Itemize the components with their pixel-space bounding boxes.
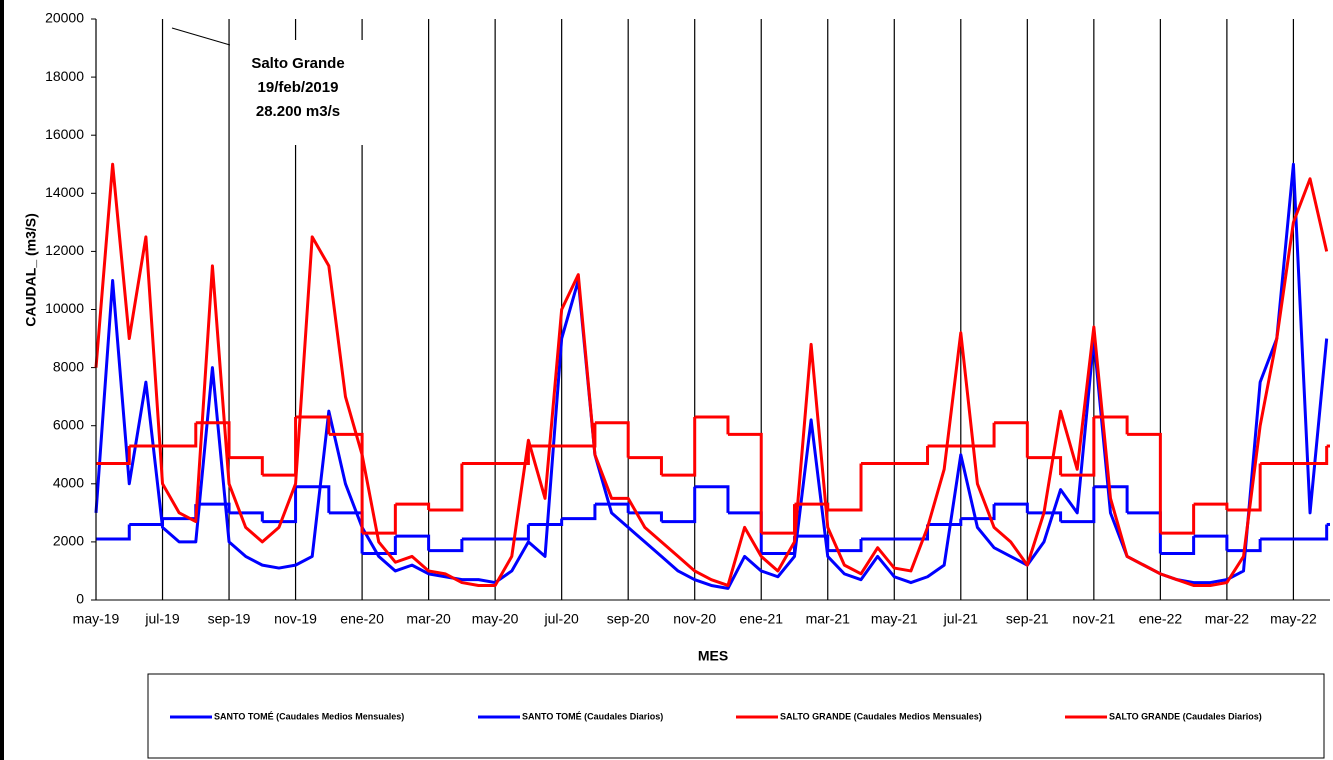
step-segment (295, 415, 331, 435)
x-tick-label: may-22 (1270, 611, 1317, 627)
annotation-pointer (171, 27, 231, 46)
step-segment (594, 421, 630, 458)
y-tick-label: 16000 (45, 126, 84, 142)
y-tick-label: 18000 (45, 68, 84, 84)
y-tick-label: 0 (76, 591, 84, 607)
x-tick-label: nov-19 (274, 611, 317, 627)
x-tick-label: may-19 (73, 611, 120, 627)
x-tick-label: jul-19 (144, 611, 179, 627)
step-segment (1226, 463, 1262, 512)
y-axis-label: CAUDAL_ (m3/S) (23, 213, 39, 327)
annotation-line: Salto Grande (251, 55, 344, 72)
step-segment (661, 416, 697, 477)
step-segment (395, 534, 431, 551)
x-tick-label: ene-20 (340, 611, 384, 627)
legend-label: SALTO GRANDE (Caudales Medios Mensuales) (780, 711, 982, 721)
step-segment (1293, 524, 1329, 541)
legend-label: SANTO TOMÉ (Caudales Diarios) (522, 711, 663, 721)
x-tick-label: jul-21 (943, 611, 978, 627)
step-segment (1160, 504, 1196, 535)
step-segment (495, 524, 530, 541)
x-tick-label: may-20 (472, 611, 519, 627)
annotation-line: 19/feb/2019 (258, 79, 339, 96)
step-segment (1293, 446, 1329, 465)
step-segment (195, 421, 231, 458)
step-segment (628, 511, 663, 522)
series-line (94, 162, 1329, 587)
x-tick-label: sep-21 (1006, 611, 1049, 627)
annotation-box (230, 40, 365, 145)
x-tick-label: ene-22 (1139, 611, 1183, 627)
step-segment (1193, 502, 1229, 510)
y-tick-label: 14000 (45, 184, 84, 200)
step-segment (794, 502, 830, 510)
y-tick-label: 4000 (53, 475, 84, 491)
annotation-line: 28.200 m3/s (256, 103, 340, 120)
y-tick-label: 6000 (53, 416, 84, 432)
step-segment (362, 504, 397, 535)
step-segment (1027, 511, 1063, 522)
legend: SANTO TOMÉ (Caudales Medios Mensuales) SA… (170, 711, 1262, 721)
x-tick-label: jul-20 (544, 611, 579, 627)
step-segment (1193, 534, 1229, 551)
legend-label: SALTO GRANDE (Caudales Diarios) (1109, 711, 1262, 721)
step-segment (328, 432, 364, 534)
legend-label: SANTO TOMÉ (Caudales Medios Mensuales) (214, 711, 404, 721)
x-tick-label: mar-21 (806, 611, 851, 627)
step-segment (96, 446, 131, 465)
step-segment (727, 432, 763, 534)
step-segment (162, 422, 198, 448)
step-segment (628, 456, 663, 476)
step-segment (894, 446, 930, 465)
x-tick-label: may-21 (871, 611, 918, 627)
step-segment (694, 485, 730, 513)
step-segment (994, 502, 1029, 513)
x-tick-label: sep-19 (208, 611, 251, 627)
step-segment (1160, 536, 1196, 556)
y-tick-label: 10000 (45, 300, 84, 316)
step-segment (561, 504, 597, 521)
step-segment (195, 502, 231, 513)
step-segment (96, 524, 131, 541)
step-segment (594, 502, 630, 513)
step-segment (528, 518, 564, 526)
step-segment (1226, 538, 1262, 553)
y-tick-label: 2000 (53, 533, 84, 549)
x-tick-label: nov-21 (1072, 611, 1115, 627)
x-tick-label: nov-20 (673, 611, 716, 627)
step-segment (229, 456, 264, 476)
step-segment (694, 415, 730, 435)
step-segment (495, 446, 530, 465)
step-segment (1093, 415, 1129, 435)
x-axis-label: MES (698, 648, 728, 664)
x-tick-label: mar-22 (1205, 611, 1250, 627)
step-segment (362, 536, 397, 556)
plot (94, 162, 1330, 590)
step-segment (395, 502, 431, 510)
x-tick-label: ene-21 (739, 611, 783, 627)
step-segment (295, 485, 331, 513)
x-tick-label: mar-20 (406, 611, 451, 627)
step-segment (428, 538, 464, 553)
step-segment (1127, 432, 1162, 534)
y-tick-label: 8000 (53, 358, 84, 374)
step-segment (827, 463, 863, 512)
step-segment (1060, 416, 1096, 477)
step-segment (1027, 456, 1063, 476)
x-tick-label: sep-20 (607, 611, 650, 627)
step-segment (1093, 485, 1129, 513)
step-segment (1060, 486, 1096, 524)
step-segment (927, 518, 963, 526)
step-segment (262, 486, 298, 524)
step-segment (994, 421, 1029, 458)
y-tick-label: 12000 (45, 242, 84, 258)
step-segment (661, 486, 697, 524)
step-segment (428, 463, 464, 512)
step-segment (960, 504, 996, 521)
y-tick-label: 20000 (45, 10, 84, 26)
